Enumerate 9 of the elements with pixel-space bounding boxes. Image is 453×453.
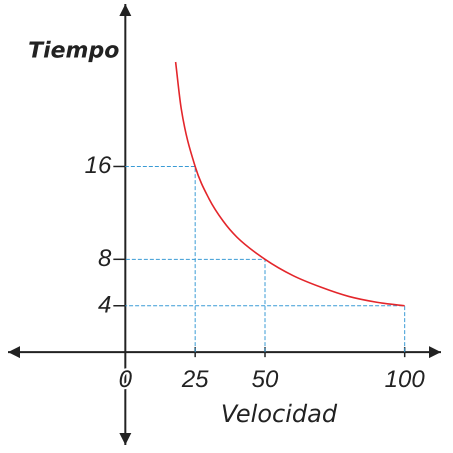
x-axis-title: Velocidad [220,400,338,428]
y-tick-label: 8 [98,244,112,272]
x-tick-label: 50 [252,366,280,393]
y-tick-label: 4 [98,291,112,318]
x-tick-label: 100 [384,366,426,393]
y-axis-title: Tiempo [28,38,120,64]
x-tick-label: 25 [180,366,210,393]
y-tick-label: 16 [84,152,112,180]
line-series [174,61,406,307]
